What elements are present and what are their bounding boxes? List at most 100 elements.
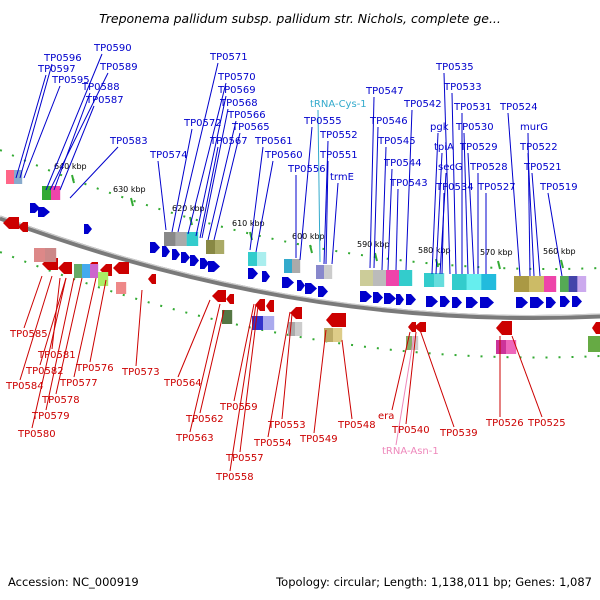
forward-gene-arrow [190, 255, 199, 266]
gene-label-tp0579: TP0579 [31, 411, 70, 422]
leader-line [157, 160, 167, 231]
gene-label-tp0567: TP0567 [209, 136, 248, 147]
gene-feature-box [288, 322, 296, 336]
leader-line [89, 279, 107, 363]
gene-feature-box [577, 276, 587, 292]
leader-line [249, 146, 264, 251]
forward-gene-arrow [318, 286, 328, 297]
bottom-label-leaders [19, 275, 543, 472]
leader-line [451, 92, 457, 275]
tick-label-600-kbp: 600 kbp [292, 232, 325, 241]
leader-line [381, 146, 387, 271]
gene-label-trme: trmE [330, 172, 354, 183]
tick-label-580-kbp: 580 kbp [418, 246, 451, 255]
leader-line [331, 182, 339, 265]
reverse-gene-arrow [113, 262, 129, 274]
leader-line [135, 289, 143, 367]
gene-label-era: era [378, 411, 394, 422]
gene-label-tp0595: TP0595 [51, 75, 90, 86]
forward-gene-arrow [282, 277, 294, 288]
gene-label-tp0590: TP0590 [93, 43, 132, 54]
leader-line [73, 277, 97, 378]
gene-label-tp0589: TP0589 [99, 62, 138, 73]
gene-label-tp0558: TP0558 [215, 472, 254, 483]
leader-line [23, 85, 61, 179]
gene-label-tp0531: TP0531 [453, 102, 492, 113]
gene-label-tp0527: TP0527 [477, 182, 516, 193]
tick-mark [309, 244, 313, 254]
gene-label-tp0563: TP0563 [175, 433, 214, 444]
reverse-gene-arrow [290, 307, 302, 319]
leader-line [435, 152, 443, 275]
gene-label-trna-asn-1: tRNA-Asn-1 [382, 446, 439, 457]
gene-feature-box [360, 270, 374, 286]
genome-summary-text: Topology: circular; Length: 1,138,011 bp… [275, 575, 592, 589]
forward-gene-arrow [248, 268, 258, 279]
reverse-gene-arrow [212, 290, 226, 302]
leader-line [201, 108, 229, 239]
gene-label-tp0524: TP0524 [499, 102, 538, 113]
forward-gene-arrow [546, 297, 556, 308]
gene-feature-box [82, 264, 91, 278]
gene-label-tp0525: TP0525 [527, 418, 566, 429]
leader-line [55, 277, 83, 395]
gene-label-tp0553: TP0553 [267, 420, 306, 431]
tick-mark [71, 174, 75, 184]
leader-line [59, 105, 95, 191]
reverse-gene-arrow [326, 313, 346, 327]
forward-gene-arrow [560, 296, 570, 307]
gene-feature-box [452, 274, 467, 290]
gene-label-tp0533: TP0533 [443, 82, 482, 93]
forward-gene-arrow [530, 297, 544, 308]
gene-feature-box [568, 276, 578, 292]
gene-label-pgk: pgk [430, 122, 449, 133]
gene-label-tp0528: TP0528 [469, 162, 508, 173]
forward-gene-arrow [396, 294, 404, 305]
gene-feature-box [496, 340, 507, 354]
gene-label-tp0542: TP0542 [403, 99, 442, 110]
leader-line [419, 329, 455, 428]
gene-label-tp0572: TP0572 [183, 118, 222, 129]
leader-line [317, 109, 321, 263]
genome-backbone-highlight [0, 215, 600, 317]
leader-line [395, 335, 415, 446]
leader-line [19, 275, 53, 381]
gene-label-tp0547: TP0547 [365, 86, 404, 97]
gene-label-tp0587: TP0587 [85, 95, 124, 106]
gene-feature-box [295, 322, 303, 336]
leader-line [531, 172, 541, 277]
leader-line [49, 72, 109, 191]
forward-gene-arrow [480, 297, 494, 308]
gene-label-tp0526: TP0526 [485, 418, 524, 429]
forward-gene-arrow [38, 207, 50, 217]
bottom-gene-labels: TP0585 TP0581 TP0582 TP0584 TP0576 TP0577 TP05… [5, 329, 566, 483]
leader-line [387, 168, 393, 271]
gene-label-tp0519: TP0519 [539, 182, 578, 193]
gene-label-tp0582: TP0582 [25, 366, 64, 377]
leader-line [527, 152, 535, 277]
leader-line [213, 132, 241, 241]
leader-line [53, 92, 91, 191]
tick-label-590-kbp: 590 kbp [357, 240, 390, 249]
reverse-gene-arrow [18, 222, 28, 232]
tick-mark [497, 260, 501, 270]
reverse-gene-arrow [496, 321, 512, 335]
forward-gene-arrow [262, 271, 270, 282]
leader-line [19, 63, 53, 179]
reverse-gene-arrow [226, 294, 234, 304]
gene-feature-box [74, 264, 83, 278]
gene-label-tp0574: TP0574 [149, 150, 188, 161]
leader-line [267, 311, 291, 438]
gene-label-tp0539: TP0539 [439, 428, 478, 439]
leader-line [239, 305, 259, 453]
leader-line [255, 160, 274, 253]
gene-feature-box [263, 316, 275, 330]
gene-label-tp0561: TP0561 [254, 136, 293, 147]
gene-label-tp0576: TP0576 [75, 363, 114, 374]
leader-line [547, 192, 563, 277]
leader-line [195, 95, 227, 237]
leader-line [15, 74, 47, 179]
gene-feature-box [560, 276, 569, 292]
reverse-gene-arrow [414, 322, 426, 332]
